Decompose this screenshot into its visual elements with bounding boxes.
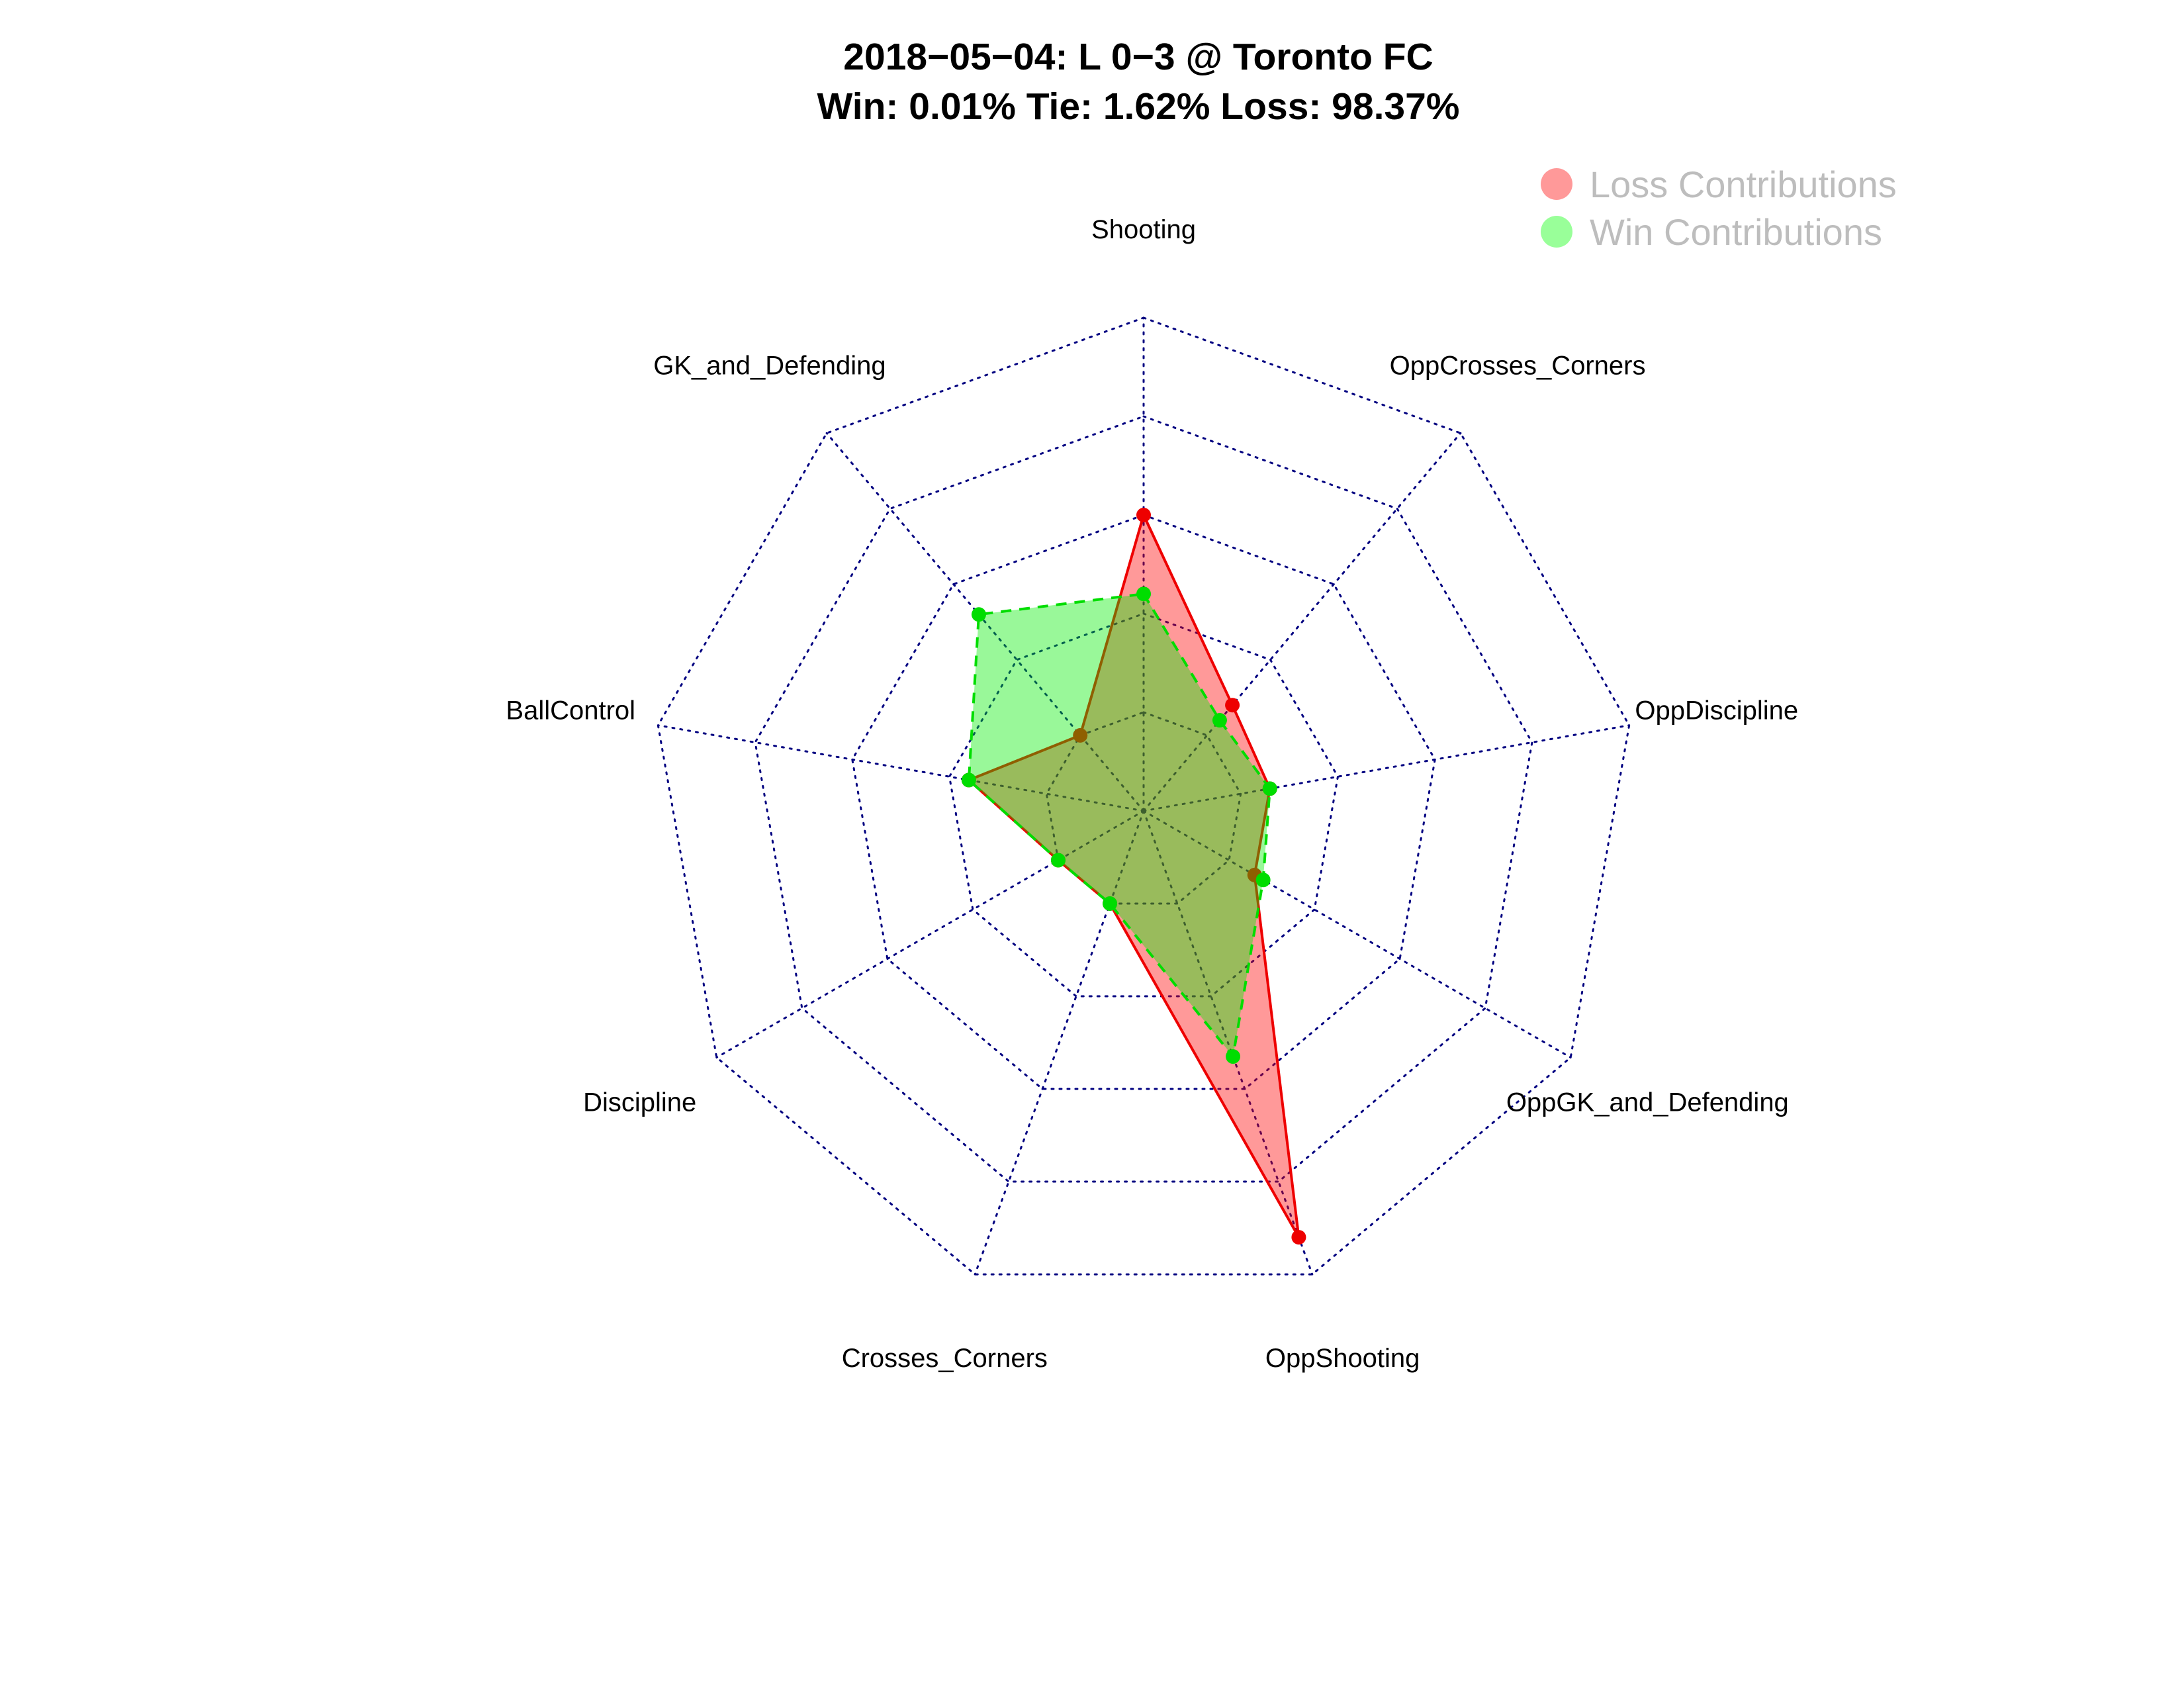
grid-spoke xyxy=(1142,432,1462,812)
point-win-crosses-corners xyxy=(1103,896,1118,912)
point-win-oppgk-and-defending xyxy=(1255,872,1271,888)
grid-ring xyxy=(1045,711,1242,905)
legend: Loss Contributions Win Contributions xyxy=(1541,164,1897,253)
axis-label-oppshooting: OppShooting xyxy=(1265,1344,1420,1373)
point-loss-gk-and-defending xyxy=(1073,727,1088,743)
legend-label-win: Win Contributions xyxy=(1590,211,1882,253)
grid-spoke xyxy=(657,724,1145,812)
chart-title-line1: 2018−05−04: L 0−3 @ Toronto FC xyxy=(843,36,1433,78)
axis-label-oppgk-and-defending: OppGK_and_Defending xyxy=(1506,1088,1789,1117)
legend-label-loss: Loss Contributions xyxy=(1590,164,1897,205)
axis-label-discipline: Discipline xyxy=(583,1088,696,1117)
grid-spoke xyxy=(974,810,1145,1276)
grid-ring xyxy=(657,316,1631,1276)
grid-spoke xyxy=(1142,810,1314,1276)
grid-spoke xyxy=(1142,724,1631,812)
axis-labels: Shooting OppCrosses_Corners OppDiscipline O… xyxy=(506,215,1798,1373)
legend-swatch-win xyxy=(1541,216,1572,248)
grid-spoke xyxy=(1142,810,1572,1058)
chart-title-line2: Win: 0.01% Tie: 1.62% Loss: 98.37% xyxy=(817,85,1459,128)
series-area-loss xyxy=(966,511,1300,1239)
axis-label-oppcrosses-corners: OppCrosses_Corners xyxy=(1390,352,1646,381)
point-loss-shooting xyxy=(1136,508,1151,522)
axis-label-crosses-corners: Crosses_Corners xyxy=(842,1344,1048,1373)
point-win-ballcontrol xyxy=(961,773,976,788)
legend-swatch-loss xyxy=(1541,168,1572,200)
grid-ring xyxy=(754,415,1533,1183)
point-loss-oppcrosses-corners xyxy=(1225,698,1240,713)
grid-spoke xyxy=(825,432,1145,812)
point-win-discipline xyxy=(1050,853,1066,868)
point-win-oppshooting xyxy=(1226,1049,1241,1064)
point-win-oppdiscipline xyxy=(1262,781,1277,796)
axis-label-shooting: Shooting xyxy=(1091,215,1196,244)
point-loss-oppshooting xyxy=(1291,1230,1306,1245)
axis-label-ballcontrol: BallControl xyxy=(506,696,635,725)
point-win-oppcrosses-corners xyxy=(1212,713,1227,728)
axis-label-gk-and-defending: GK_and_Defending xyxy=(653,352,886,381)
series-area-win xyxy=(967,592,1271,1060)
grid-spoke xyxy=(715,810,1145,1058)
point-win-shooting xyxy=(1136,586,1151,602)
grid-ring xyxy=(851,514,1436,1090)
radar-grid xyxy=(657,316,1631,1276)
radar-series xyxy=(961,508,1306,1245)
axis-label-oppdiscipline: OppDiscipline xyxy=(1635,696,1798,725)
point-win-gk-and-defending xyxy=(971,607,986,622)
